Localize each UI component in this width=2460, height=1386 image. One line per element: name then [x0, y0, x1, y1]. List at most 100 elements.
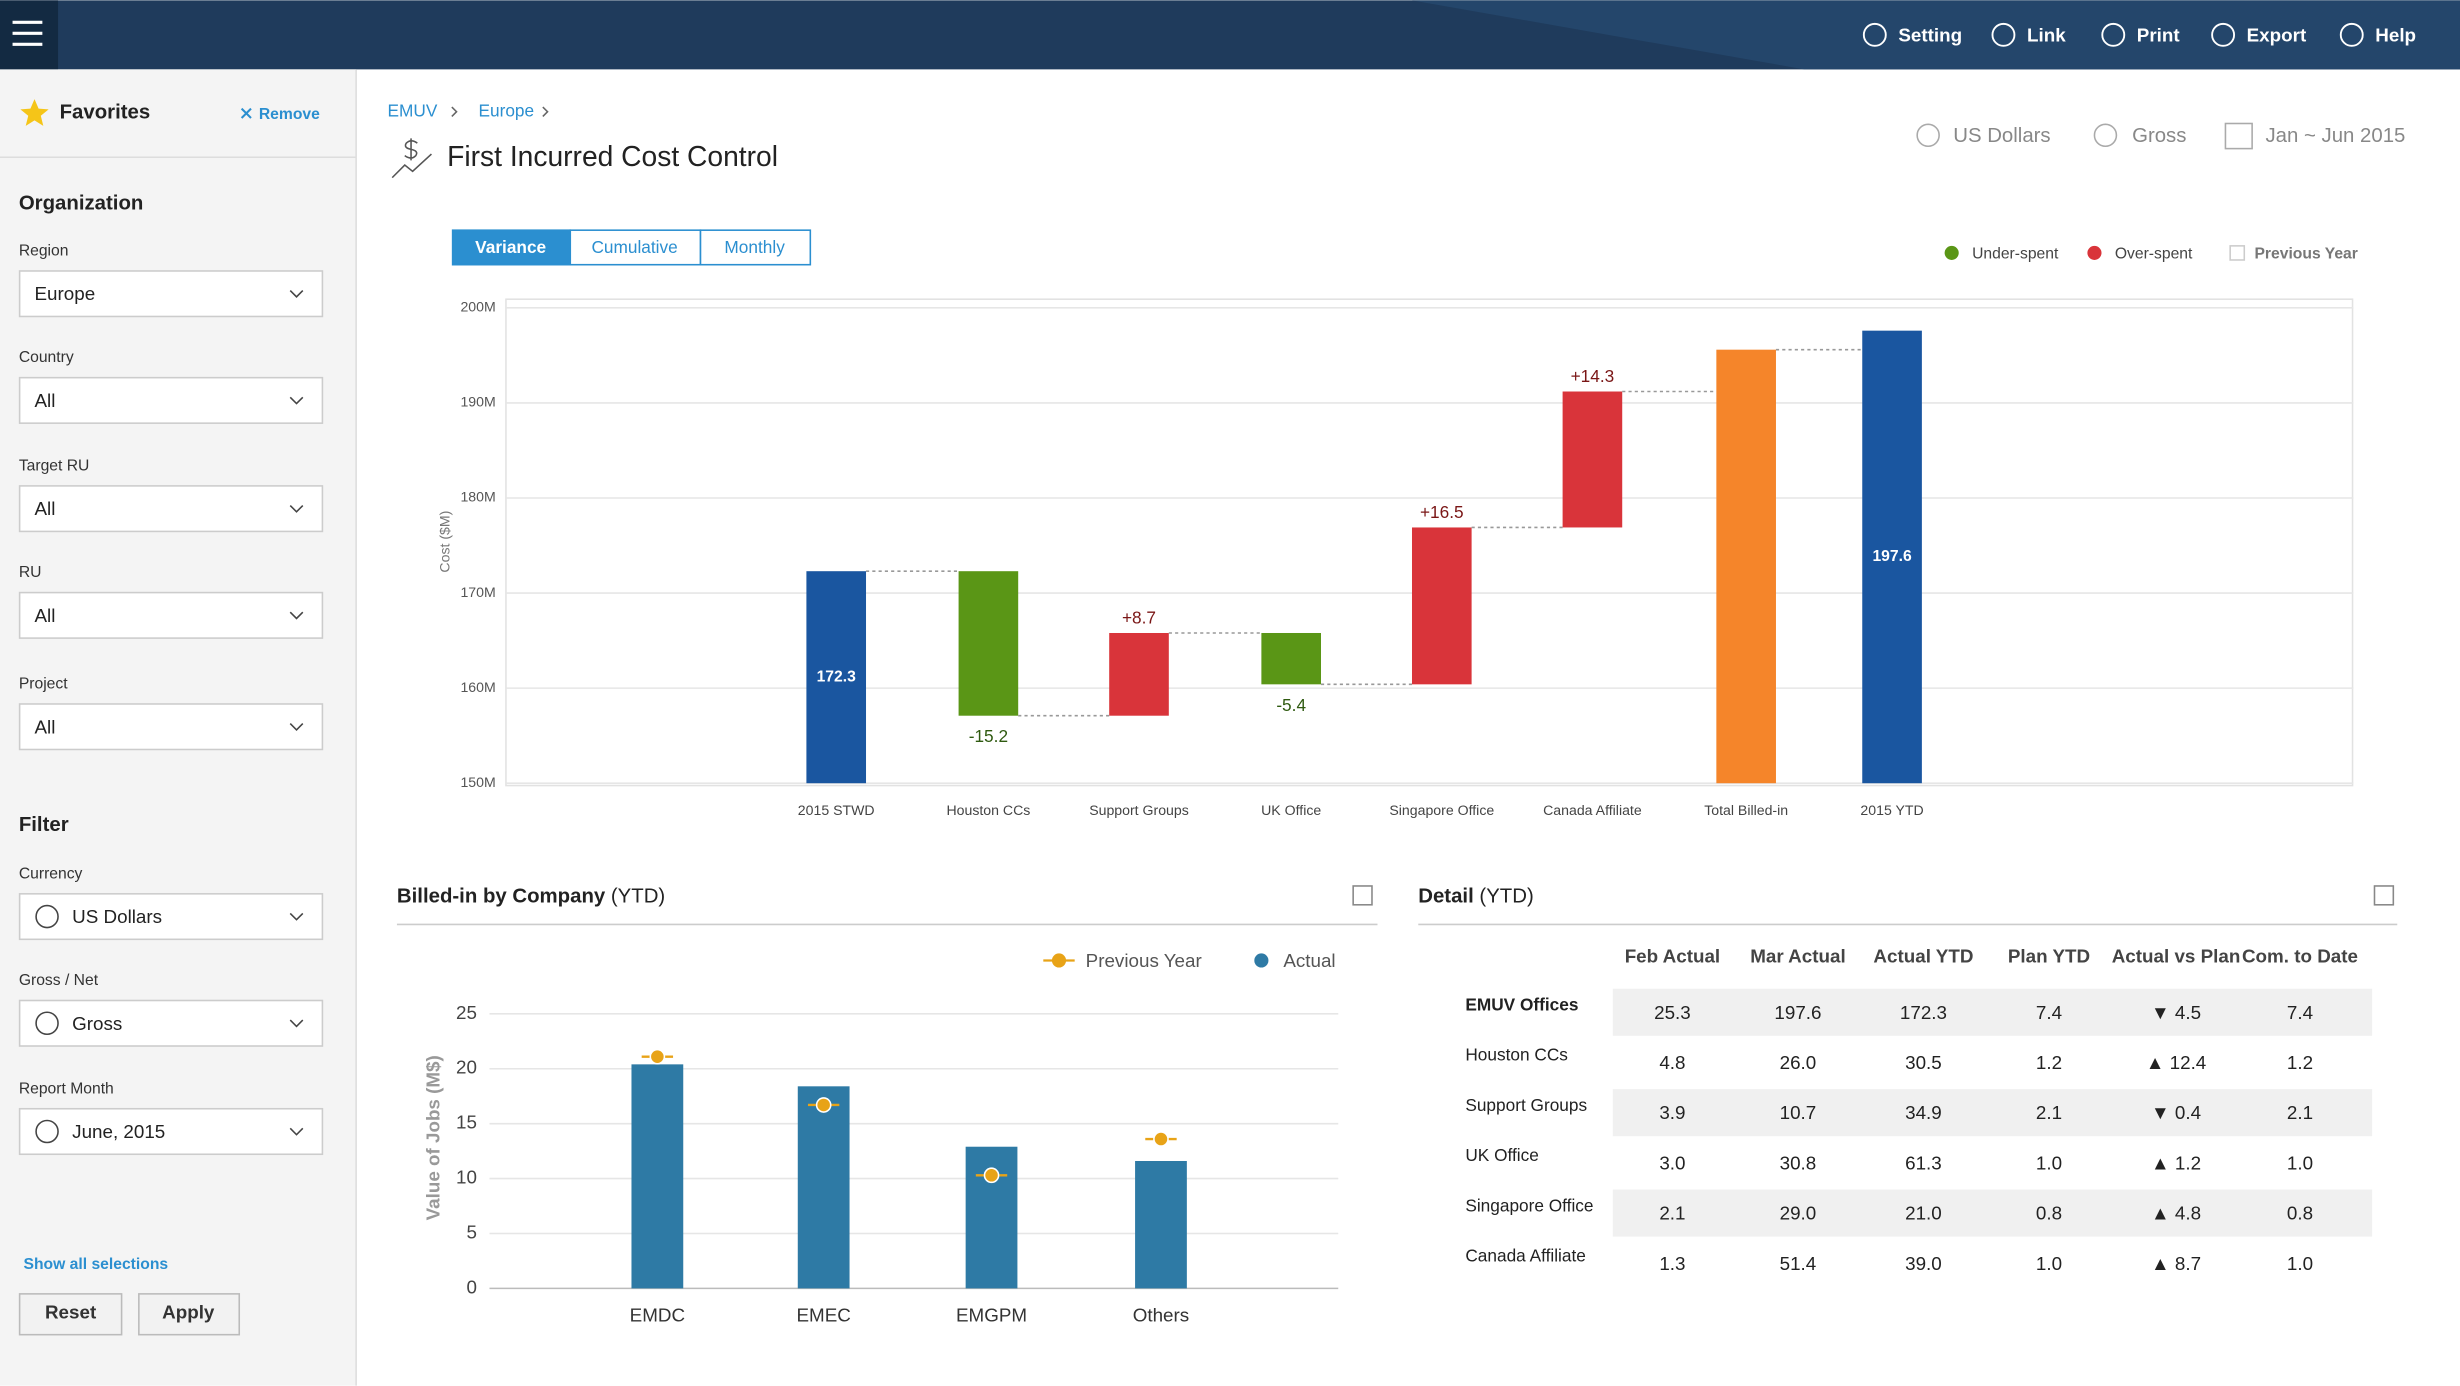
- column-header: Com. to Date: [2242, 945, 2358, 966]
- bar: [1109, 632, 1169, 716]
- star-icon: [20, 99, 49, 126]
- field-label: Project: [19, 676, 68, 693]
- remove-icon: [240, 107, 252, 119]
- waterfall-frame: [505, 298, 2354, 787]
- currency-indicator: US Dollars: [1953, 125, 2050, 147]
- table-cell: 1.0: [2036, 1253, 2062, 1274]
- panel-title-sub: (YTD): [1479, 886, 1533, 908]
- tab[interactable]: [699, 229, 812, 266]
- legend-checkbox[interactable]: [2229, 245, 2246, 261]
- apply-label: Apply: [162, 1301, 215, 1322]
- select-box[interactable]: [18, 485, 324, 533]
- select-value: Europe: [35, 283, 96, 304]
- x-tick-label: EMGPM: [956, 1305, 1027, 1326]
- select-box[interactable]: [18, 703, 324, 751]
- expand-icon[interactable]: [1352, 885, 1373, 906]
- reset-button[interactable]: [18, 1293, 123, 1336]
- select-box[interactable]: [18, 591, 324, 639]
- toolbar-item[interactable]: Link: [2027, 24, 2066, 45]
- toolbar-item[interactable]: Export: [2247, 24, 2307, 45]
- y-axis-label: Value of Jobs (M$): [423, 1055, 444, 1220]
- table-cell: 3.0: [1659, 1152, 1685, 1173]
- field-icon: [35, 904, 59, 929]
- toolbar-icon: [2101, 22, 2126, 47]
- select-value: All: [35, 498, 56, 519]
- table-cell: 2.1: [2287, 1102, 2313, 1123]
- show-all-link[interactable]: Show all selections: [24, 1256, 169, 1273]
- field-label: RU: [19, 564, 42, 581]
- legend-label: Over-spent: [2115, 246, 2193, 263]
- column-header: Actual YTD: [1873, 945, 1973, 966]
- calendar-icon: [2224, 122, 2253, 150]
- legend-swatch: [1051, 953, 1067, 968]
- globe-icon: [1916, 123, 1940, 148]
- table-cell: ▼ 0.4: [2151, 1102, 2201, 1123]
- bar: [1261, 632, 1321, 685]
- expand-icon[interactable]: [2373, 885, 2395, 906]
- legend-label: Actual: [1283, 950, 1335, 971]
- data-label: -5.4: [1276, 695, 1306, 715]
- bar: [1562, 391, 1623, 528]
- select-box[interactable]: [18, 999, 324, 1047]
- table-cell: 30.8: [1780, 1152, 1817, 1173]
- y-tick-label: 5: [466, 1221, 476, 1242]
- y-axis-label: Cost ($M): [436, 511, 452, 573]
- breadcrumb-link[interactable]: EMUV: [388, 100, 438, 120]
- toolbar-icon: [2339, 22, 2364, 47]
- data-label: 172.3: [817, 668, 857, 685]
- toolbar-icon: [1991, 22, 2016, 47]
- toolbar-item[interactable]: Print: [2137, 24, 2181, 45]
- field-label: Target RU: [19, 457, 90, 474]
- toolbar-item[interactable]: Setting: [1898, 24, 1962, 45]
- marker: [815, 1097, 832, 1113]
- chevron: [289, 1019, 304, 1028]
- table-cell: 197.6: [1774, 1002, 1821, 1023]
- bar: [1716, 349, 1776, 784]
- table-cell: ▼ 4.5: [2151, 1002, 2201, 1023]
- field-icon: [35, 1011, 59, 1036]
- toolbar-item[interactable]: Help: [2375, 24, 2416, 45]
- x-tick-label: EMEC: [796, 1305, 850, 1326]
- tab-label: Monthly: [724, 237, 785, 257]
- reset-label: Reset: [45, 1301, 97, 1322]
- select-value: US Dollars: [72, 906, 162, 927]
- y-tick-label: 25: [456, 1002, 477, 1023]
- table-cell: 39.0: [1905, 1253, 1942, 1274]
- select-box[interactable]: [18, 1107, 324, 1156]
- table-cell: 30.5: [1905, 1052, 1942, 1073]
- y-tick-label: 20: [456, 1057, 477, 1078]
- period-indicator: Jan ~ Jun 2015: [2265, 125, 2405, 147]
- select-box[interactable]: [18, 376, 324, 424]
- table-cell: 1.0: [2287, 1152, 2313, 1173]
- favorites-label: Favorites: [60, 102, 151, 124]
- column-header: Plan YTD: [2008, 945, 2090, 966]
- marker: [649, 1048, 666, 1065]
- apply-button[interactable]: [138, 1293, 241, 1336]
- select-box[interactable]: [18, 270, 324, 318]
- row-label: Support Groups: [1465, 1095, 1587, 1115]
- table-cell: ▲ 1.2: [2151, 1152, 2201, 1173]
- panel-title: Billed-in by Company (YTD): [397, 886, 665, 908]
- chevron: [289, 611, 304, 620]
- panel-title-main: Detail: [1418, 886, 1473, 908]
- field-label: Report Month: [19, 1080, 114, 1097]
- x-tick-label: Canada Affiliate: [1543, 802, 1642, 818]
- table-cell: 61.3: [1905, 1152, 1942, 1173]
- table-cell: 51.4: [1780, 1253, 1817, 1274]
- bar: [797, 1086, 850, 1289]
- breadcrumb-link[interactable]: Europe: [479, 100, 535, 120]
- select-box[interactable]: [18, 893, 324, 941]
- table-cell: 1.2: [2036, 1052, 2062, 1073]
- page-title: First Incurred Cost Control: [447, 140, 778, 172]
- row-band: [1612, 988, 2373, 1036]
- breadcrumb-separator: [542, 106, 549, 117]
- chevron: [289, 723, 304, 731]
- y-tick-label: 10: [456, 1167, 477, 1188]
- remove-link[interactable]: Remove: [259, 106, 320, 123]
- select-value: June, 2015: [72, 1121, 165, 1142]
- tab[interactable]: [451, 229, 572, 266]
- field-label: Country: [19, 349, 74, 366]
- table-cell: 0.8: [2287, 1203, 2313, 1224]
- x-tick-label: Others: [1133, 1305, 1189, 1326]
- column-header: Actual vs Plan: [2112, 945, 2241, 966]
